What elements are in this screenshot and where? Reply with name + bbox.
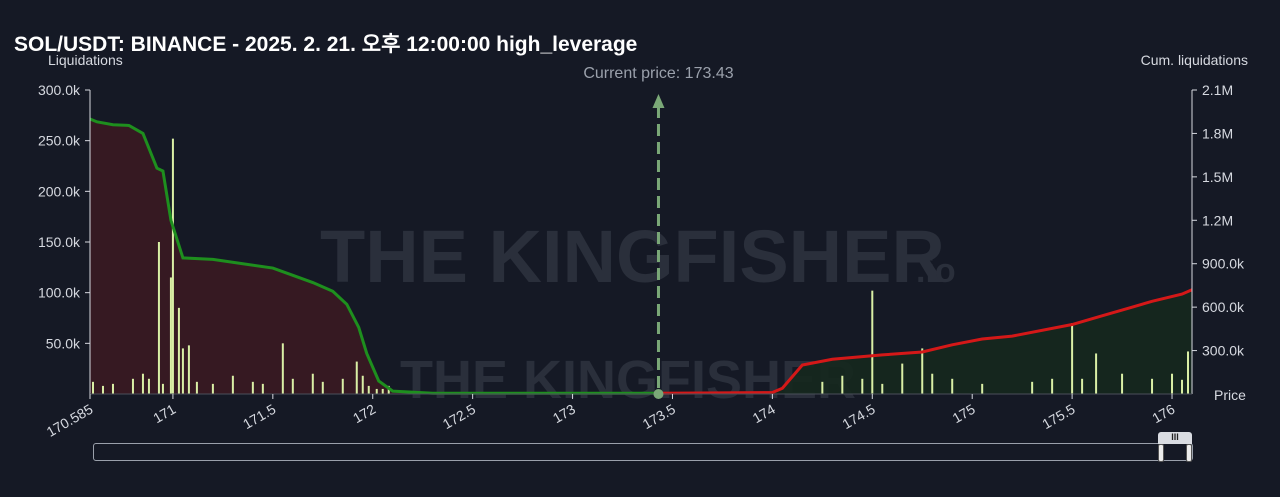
current-price-arrow-icon	[652, 94, 665, 108]
short-cumulative-line	[658, 288, 1193, 395]
liquidation-bar	[187, 345, 190, 394]
liquidation-bar	[901, 363, 904, 394]
right-tick-label: 1.2M	[1202, 212, 1233, 228]
liquidation-bar	[931, 373, 934, 394]
liquidation-bar	[101, 385, 104, 394]
x-tick-label: 176	[1149, 401, 1177, 427]
x-tick-label: 171.5	[240, 401, 279, 432]
liquidation-bar	[1031, 381, 1034, 394]
short-cum-fill	[658, 289, 1192, 394]
liquidation-bar	[321, 381, 324, 394]
slider-grip-icon[interactable]: III	[1158, 432, 1192, 444]
range-slider-handle[interactable]: III	[1158, 432, 1192, 464]
right-tick-label: 1.5M	[1202, 169, 1233, 185]
right-tick-label: 2.1M	[1202, 82, 1233, 98]
liquidation-bar	[1081, 378, 1084, 394]
right-tick-label: 300.0k	[1202, 343, 1245, 359]
liquidation-bar	[291, 378, 294, 394]
current-price-marker	[653, 389, 664, 399]
left-tick-label: 150.0k	[38, 234, 81, 250]
liquidation-bar	[1121, 373, 1124, 394]
watermark-suffix: .io	[916, 252, 956, 290]
liquidation-bar	[91, 381, 94, 394]
liquidation-bar	[921, 348, 924, 394]
liquidation-bar	[161, 383, 164, 394]
right-axis-label: Cum. liquidations	[1140, 52, 1248, 68]
liquidation-bar	[841, 375, 844, 394]
left-tick-label: 250.0k	[38, 133, 81, 149]
liquidation-bar	[231, 375, 234, 394]
long-cum-fill	[90, 118, 659, 394]
liquidation-bar	[211, 383, 214, 394]
left-tick-label: 300.0k	[38, 82, 81, 98]
liquidation-bar	[311, 373, 314, 394]
right-tick-label: 600.0k	[1202, 299, 1245, 315]
liquidation-bar	[181, 348, 184, 394]
left-tick-label: 50.0k	[46, 335, 81, 351]
liquidation-bar	[131, 378, 134, 394]
right-tick-label: 900.0k	[1202, 256, 1245, 272]
x-tick-label: 172	[350, 401, 378, 427]
liquidation-bar	[169, 277, 172, 394]
liquidation-bar	[171, 138, 174, 394]
liquidation-bar	[361, 375, 364, 394]
liquidation-bar	[951, 378, 954, 394]
watermark: THE KINGFISHER .io THE KINGFISHER	[320, 215, 956, 410]
slider-left-handle[interactable]	[1158, 444, 1164, 462]
x-tick-label: 175	[949, 401, 977, 427]
left-tick-label: 200.0k	[38, 183, 81, 199]
watermark-text-bottom: THE KINGFISHER	[400, 350, 856, 410]
liquidation-bar	[141, 373, 144, 394]
liquidation-bar	[981, 383, 984, 394]
liquidation-bar	[147, 378, 150, 394]
liquidation-bar	[1051, 378, 1054, 394]
liquidation-bar	[1095, 353, 1098, 394]
liquidation-bar	[1171, 373, 1174, 394]
long-cumulative-line	[89, 117, 659, 395]
left-tick-label: 100.0k	[38, 285, 81, 301]
liquidation-bar	[861, 378, 864, 394]
liquidation-bar	[157, 242, 160, 394]
liquidation-bar	[341, 378, 344, 394]
liquidation-bar	[375, 388, 378, 394]
liquidation-bar	[367, 385, 370, 394]
liquidation-bar	[1071, 323, 1074, 394]
right-tick-label: 1.8M	[1202, 125, 1233, 141]
liquidation-bar	[111, 383, 114, 394]
chart-title: SOL/USDT: BINANCE - 2025. 2. 21. 오후 12:0…	[14, 33, 638, 56]
liquidation-bar	[871, 290, 874, 394]
liquidation-bar	[821, 381, 824, 394]
liquidation-bar	[1151, 378, 1154, 394]
x-tick-label: 170.585	[44, 401, 96, 440]
liquidation-bar	[251, 381, 254, 394]
liquidation-bar	[881, 383, 884, 394]
slider-right-handle[interactable]	[1186, 444, 1192, 462]
liquidation-bar	[195, 381, 198, 394]
liquidation-bar	[355, 361, 358, 394]
liquidation-bar	[281, 343, 284, 394]
range-slider-track[interactable]	[93, 443, 1193, 461]
liquidation-bar	[1187, 351, 1190, 394]
x-tick-label: 171	[150, 401, 178, 427]
left-axis-label: Liquidations	[48, 52, 123, 68]
liquidation-bar	[1181, 379, 1184, 394]
liquidation-bar	[177, 307, 180, 394]
liquidation-bar	[381, 388, 384, 394]
price-axis-label: Price	[1214, 387, 1246, 403]
liquidation-bar	[261, 383, 264, 394]
watermark-text-top: THE KINGFISHER	[320, 215, 945, 298]
x-tick-label: 175.5	[1039, 401, 1078, 432]
current-price-label: Current price: 173.43	[583, 65, 733, 82]
